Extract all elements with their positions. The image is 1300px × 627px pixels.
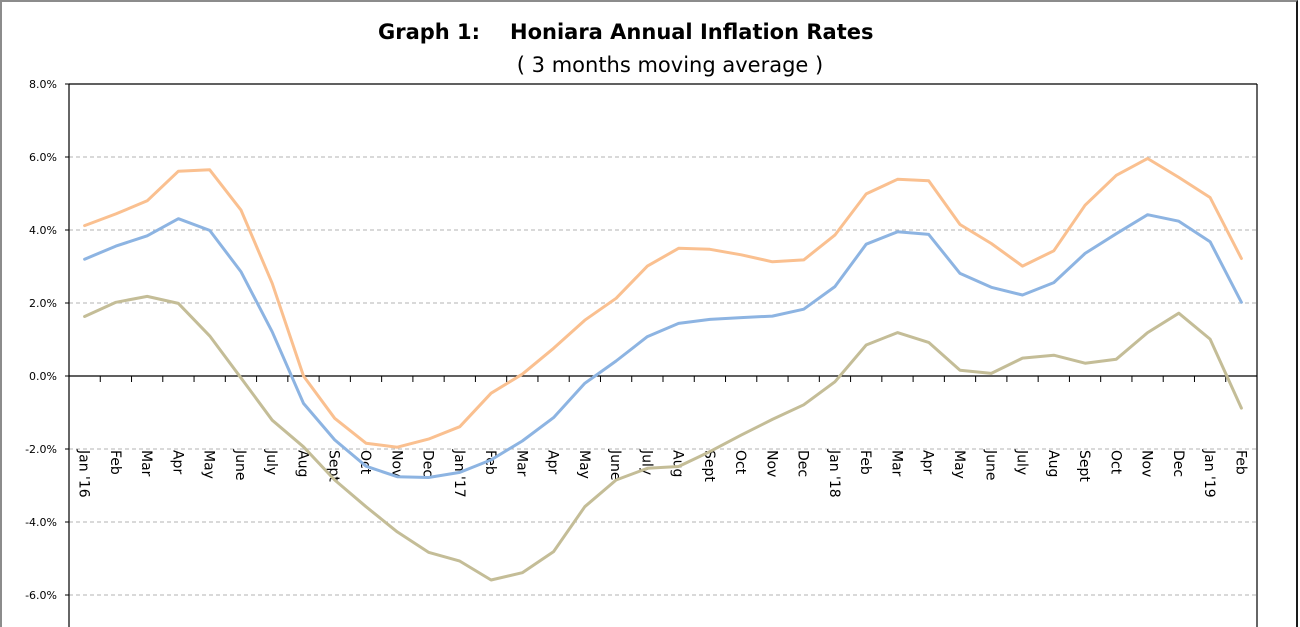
series-line [83, 157, 1243, 449]
x-tick-label: Apr [920, 450, 936, 474]
chart-title-label: Graph 1: [378, 20, 480, 44]
x-tick-label: Jan '16 [76, 449, 92, 498]
x-tick-label: May [576, 450, 592, 479]
x-tick-label: Aug [294, 450, 310, 477]
series-lines [83, 157, 1243, 582]
y-tick-label: 4.0% [29, 224, 57, 237]
x-tick-label: June [232, 449, 248, 481]
axes [68, 83, 1258, 627]
x-tick-label: Mar [138, 450, 154, 477]
x-tick-label: Feb [857, 450, 873, 475]
x-tick-label: Sept [701, 450, 717, 482]
x-tick-label: Aug [1045, 450, 1061, 477]
y-tick-label: 0.0% [29, 370, 57, 383]
x-tick-label: May [201, 450, 217, 479]
x-tick-label: June [982, 449, 998, 481]
chart-subtitle: ( 3 months moving average ) [517, 53, 823, 77]
x-tick-label: Mar [513, 450, 529, 477]
gridlines [69, 156, 1257, 596]
x-tick-label: Dec [1170, 450, 1186, 477]
x-tick-label: July [263, 449, 279, 475]
x-tick-label: Feb [482, 450, 498, 475]
y-tick-label: 8.0% [29, 78, 57, 91]
x-tick-label: Oct [1107, 450, 1123, 475]
series-line [83, 213, 1243, 479]
y-tick-label: 6.0% [29, 151, 57, 164]
x-tick-label: Apr [545, 450, 561, 474]
x-tick-label: Jan '18 [826, 449, 842, 498]
x-tick-label: Feb [1232, 450, 1248, 475]
chart-title: Honiara Annual Inflation Rates [510, 20, 874, 44]
x-tick-label: Nov [763, 450, 779, 477]
y-tick-label: -2.0% [25, 443, 57, 456]
x-tick-label: Mar [888, 450, 904, 477]
x-tick-label: Apr [169, 450, 185, 474]
y-tick-label: -6.0% [25, 589, 57, 602]
series-line [83, 294, 1243, 582]
x-tick-label: Jan '19 [1201, 449, 1217, 498]
x-tick-label: Aug [670, 450, 686, 477]
x-tick-label: July [1014, 449, 1030, 475]
x-tick-label: Nov [1139, 450, 1155, 477]
y-tick-label: 2.0% [29, 297, 57, 310]
x-tick-label: Sept [1076, 450, 1092, 482]
x-tick-label: May [951, 450, 967, 479]
x-tick-label: June [607, 449, 623, 481]
x-tick-label: Dec [420, 450, 436, 477]
x-axis-labels: Jan '16 Feb Mar Apr May June July Aug Sept Oct Nov… [76, 449, 1249, 498]
y-tick-label: -4.0% [25, 516, 57, 529]
x-tick-label: Oct [732, 450, 748, 475]
x-tick-label: Feb [107, 450, 123, 475]
x-tick-label: Nov [388, 450, 404, 477]
y-axis-labels: 8.0% 6.0% 4.0% 2.0% 0.0% -2.0% -4.0% -6.0% [25, 78, 69, 602]
x-tick-label: Dec [795, 450, 811, 477]
